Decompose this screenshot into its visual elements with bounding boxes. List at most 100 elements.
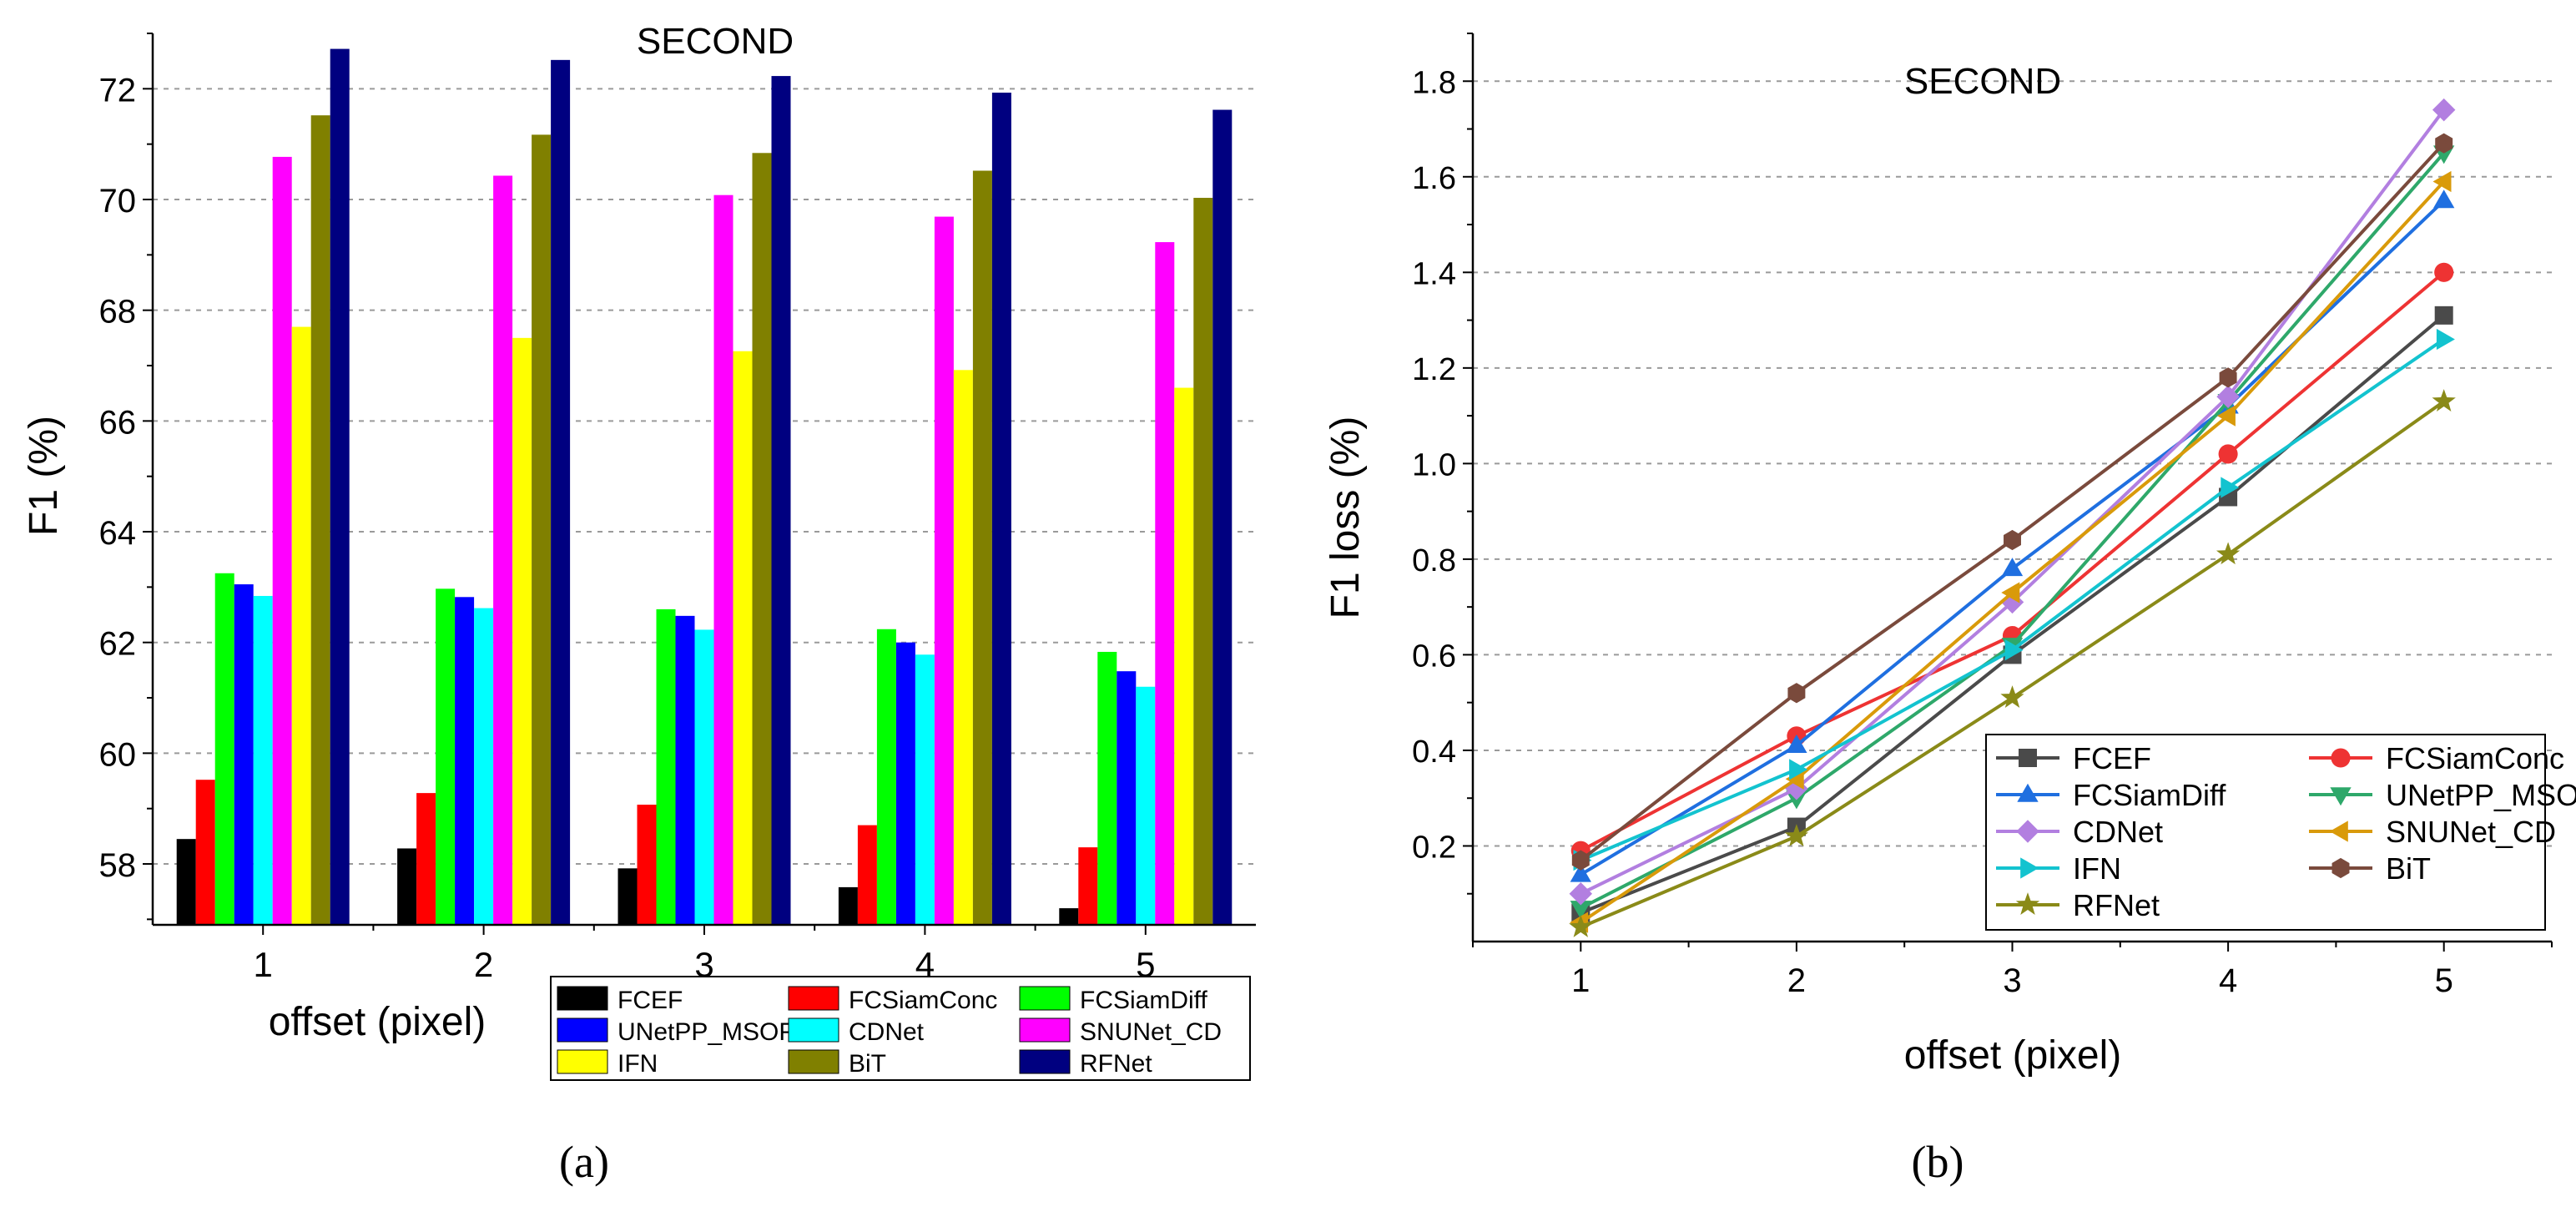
data-point <box>2433 189 2455 209</box>
x-tick-label: 1 <box>254 945 273 984</box>
bar <box>934 216 954 925</box>
legend-label: SNUNet_CD <box>1080 1018 1222 1046</box>
bar <box>953 370 973 926</box>
x-tick-label: 5 <box>2435 962 2453 999</box>
y-tick-label: 0.8 <box>1412 543 1456 578</box>
legend-label: RFNet <box>1080 1050 1152 1078</box>
bar <box>991 92 1011 925</box>
data-point <box>2004 639 2024 661</box>
data-point <box>2004 529 2021 551</box>
x-tick-label: 3 <box>2003 962 2021 999</box>
legend-marker <box>2331 748 2351 768</box>
data-point <box>1570 901 1591 920</box>
bar <box>397 848 417 925</box>
y-tick-label: 64 <box>99 515 137 552</box>
data-point <box>2219 367 2237 388</box>
data-point <box>2001 582 2020 603</box>
y-tick-label: 1.2 <box>1412 352 1456 387</box>
legend-swatch <box>788 986 839 1011</box>
x-tick-label: 4 <box>2219 962 2237 999</box>
legend-label: BiT <box>849 1050 886 1078</box>
data-point <box>1784 824 1809 847</box>
x-tick-labels: 1 2 3 4 5 <box>1571 962 2453 999</box>
legend-label: FCSiamConc <box>849 987 997 1014</box>
legend-marker <box>2016 820 2039 843</box>
data-point <box>2434 305 2453 325</box>
x-tick-labels: 1 2 3 4 5 <box>254 945 1156 984</box>
bar <box>752 153 772 925</box>
bar <box>253 595 273 925</box>
x-tick-label: 3 <box>694 945 713 984</box>
data-point <box>2001 558 2024 577</box>
y-tick-label: 62 <box>99 626 137 663</box>
y-tick-label: 1.8 <box>1412 65 1456 100</box>
legend-label: FCSiamConc <box>2386 741 2564 775</box>
bar <box>637 805 657 925</box>
y-tick-label: 1.6 <box>1412 161 1456 196</box>
bar <box>857 825 877 925</box>
legend-swatch <box>557 986 608 1011</box>
legend-marker <box>2020 857 2039 879</box>
bar <box>656 608 676 925</box>
legend-marker <box>2015 892 2040 916</box>
legend-swatch <box>1019 1017 1071 1043</box>
bar <box>493 175 513 925</box>
data-point <box>2436 328 2455 351</box>
bar <box>195 780 215 925</box>
bar <box>416 793 436 925</box>
x-tick-label: 5 <box>1136 945 1155 984</box>
legend-swatch <box>557 1049 608 1074</box>
legend-label: FCSiamDiff <box>2073 778 2226 812</box>
y-tick-label: 58 <box>99 847 137 884</box>
bar <box>532 134 552 925</box>
legend-label: RFNet <box>2073 888 2160 922</box>
bar <box>838 886 858 925</box>
chart-title: SECOND <box>1904 61 2061 102</box>
y-tick-label: 1.0 <box>1412 447 1456 482</box>
legend-marker <box>2019 749 2037 767</box>
legend-swatch <box>557 1017 608 1043</box>
legend-label: SNUNet_CD <box>2386 815 2556 849</box>
bar <box>214 573 234 925</box>
y-axis-label: F1 (%) <box>22 416 66 536</box>
x-axis-label: offset (pixel) <box>269 1000 486 1044</box>
bar <box>876 629 896 925</box>
data-point <box>1786 735 1807 754</box>
bar <box>1078 847 1098 925</box>
bar <box>618 868 638 925</box>
chart-title: SECOND <box>637 21 794 62</box>
legend-label: CDNet <box>849 1018 925 1046</box>
data-point <box>2432 170 2452 193</box>
y-tick-label: 0.6 <box>1412 639 1456 674</box>
bar <box>436 588 456 925</box>
legend-swatch <box>788 1049 839 1074</box>
bar <box>474 608 494 925</box>
data-point <box>2221 477 2240 498</box>
axes-frame <box>1463 33 2553 952</box>
legend-label: BiT <box>2386 851 2431 886</box>
y-tick-labels: 0.2 0.4 0.6 0.8 1.0 1.2 1.4 1.6 1.8 <box>1412 65 1456 865</box>
legend-marker <box>2017 783 2039 802</box>
legend-box <box>550 976 1251 1081</box>
legend-label: CDNet <box>2073 815 2163 849</box>
bar <box>234 584 254 925</box>
series-bit <box>1571 133 2453 871</box>
bar <box>176 839 196 925</box>
bar <box>1155 242 1175 925</box>
y-tick-label: 68 <box>99 294 137 331</box>
bar <box>972 170 992 926</box>
bar <box>272 156 292 925</box>
x-tick-label: 2 <box>1787 962 1806 999</box>
data-point <box>1570 863 1591 882</box>
y-tick-labels: 58 60 62 64 66 68 70 72 <box>99 72 137 884</box>
legend-swatch <box>1019 1049 1071 1074</box>
bar-chart-panel: 58 60 62 64 66 68 70 72 1 2 3 4 5 SECOND F1 (%) off… <box>22 21 1256 1187</box>
y-tick-label: 1.4 <box>1412 256 1456 291</box>
bar <box>675 615 695 925</box>
legend-marker <box>2329 821 2348 842</box>
bar <box>915 654 935 925</box>
x-axis-label: offset (pixel) <box>1904 1033 2122 1078</box>
legend-label: UNetPP_MSOF <box>2386 778 2576 812</box>
legend-label: IFN <box>2073 851 2121 886</box>
bar <box>1117 671 1137 925</box>
